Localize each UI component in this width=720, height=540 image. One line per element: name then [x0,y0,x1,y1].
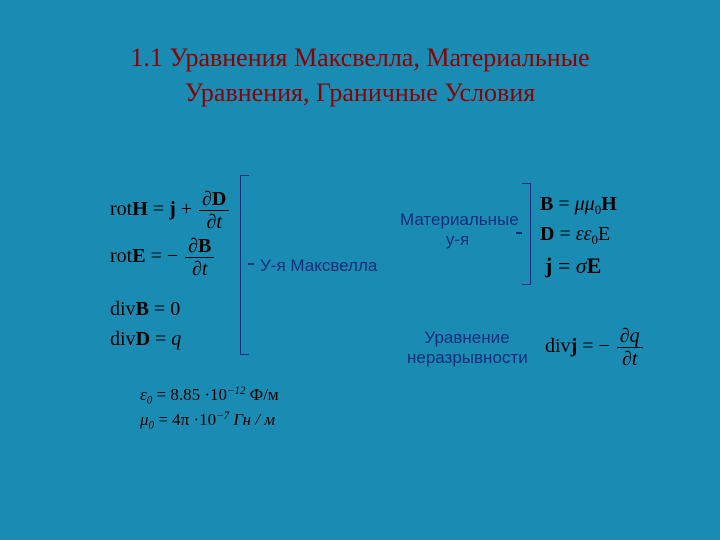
material-eq-1-rhs: μμ0H [575,193,617,215]
material-eq-2-rhs: εε0E [576,223,610,245]
slide: 1.1 Уравнения Максвелла, Материальные Ур… [0,0,720,540]
material-eq-2: D = εε0E [540,223,610,248]
maxwell-eq-1: rotH = j + ∂D∂t [110,188,231,233]
material-eq-3: j = σE [545,253,601,279]
continuity-eq: divj = − ∂q∂t [545,325,645,370]
maxwell-eq-3: divB = 0 [110,298,180,321]
material-eq-1: B = μμ0H [540,193,617,218]
maxwell-brace [240,175,249,355]
slide-title: 1.1 Уравнения Максвелла, Материальные Ур… [0,40,720,110]
constant-mu0: μ0 = 4π ·10−7 Гн / м [140,410,275,431]
material-brace-tick [516,232,522,234]
maxwell-eq-2: rotE = − ∂B∂t [110,235,216,280]
maxwell-eq-4: divD = q [110,328,181,351]
material-label: Материальные у-я [400,210,515,251]
material-brace [522,183,531,285]
continuity-label: Уравнение неразрывности [407,328,527,369]
title-line-2: Уравнения, Граничные Условия [185,78,535,107]
maxwell-brace-tick [248,263,254,265]
maxwell-eq-1-rhs: j + [169,198,197,220]
maxwell-eq-2-rhs: − [167,245,183,267]
constant-eps0: ε0 = 8.85 ·10−12 Ф/м [140,385,279,406]
material-eq-3-rhs: σE [576,253,602,278]
title-line-1: 1.1 Уравнения Максвелла, Материальные [130,43,589,72]
maxwell-label: У-я Максвелла [260,256,377,276]
